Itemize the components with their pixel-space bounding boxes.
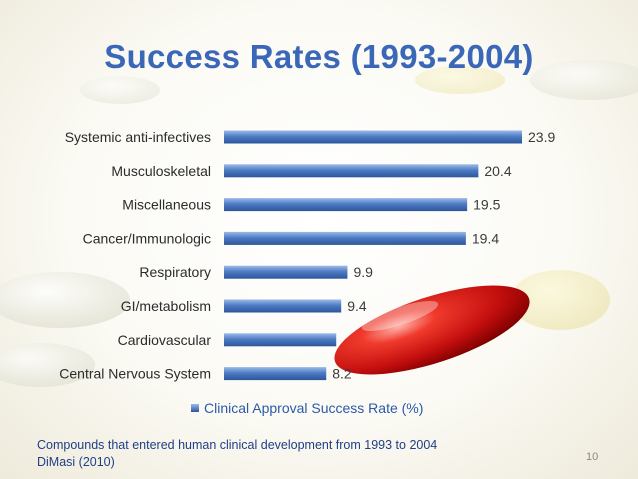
data-label: 8.2 bbox=[332, 366, 352, 382]
category-label: Miscellaneous bbox=[122, 197, 211, 213]
category-label: GI/metabolism bbox=[121, 298, 211, 314]
data-label: 19.5 bbox=[473, 197, 500, 213]
category-label: Systemic anti-infectives bbox=[65, 129, 211, 145]
footnote-citation: DiMasi (2010) bbox=[37, 455, 115, 469]
data-label: 9.4 bbox=[347, 298, 367, 314]
chart-legend: Clinical Approval Success Rate (%) bbox=[191, 400, 423, 416]
footnote-source-description: Compounds that entered human clinical de… bbox=[37, 438, 438, 452]
category-label: Respiratory bbox=[139, 264, 211, 280]
bar bbox=[224, 198, 468, 212]
bar bbox=[224, 265, 348, 279]
category-label: Central Nervous System bbox=[59, 366, 211, 382]
data-label: 20.4 bbox=[484, 163, 511, 179]
category-label: Musculoskeletal bbox=[111, 163, 211, 179]
data-label: 23.9 bbox=[528, 129, 555, 145]
data-label: 9.9 bbox=[353, 264, 373, 280]
bar bbox=[224, 333, 337, 347]
category-label: Cancer/Immunologic bbox=[83, 230, 211, 246]
legend-label: Clinical Approval Success Rate (%) bbox=[204, 400, 423, 416]
slide-title: Success Rates (1993-2004) bbox=[104, 38, 534, 75]
category-label: Cardiovascular bbox=[118, 332, 212, 348]
data-label: 19.4 bbox=[472, 230, 499, 246]
bar bbox=[224, 367, 327, 381]
bar bbox=[224, 231, 466, 245]
bar bbox=[224, 164, 479, 178]
bar bbox=[224, 130, 522, 144]
page-number: 10 bbox=[586, 451, 599, 463]
bar bbox=[224, 299, 342, 313]
legend-swatch bbox=[191, 404, 199, 412]
red-capsule-image bbox=[334, 285, 530, 375]
